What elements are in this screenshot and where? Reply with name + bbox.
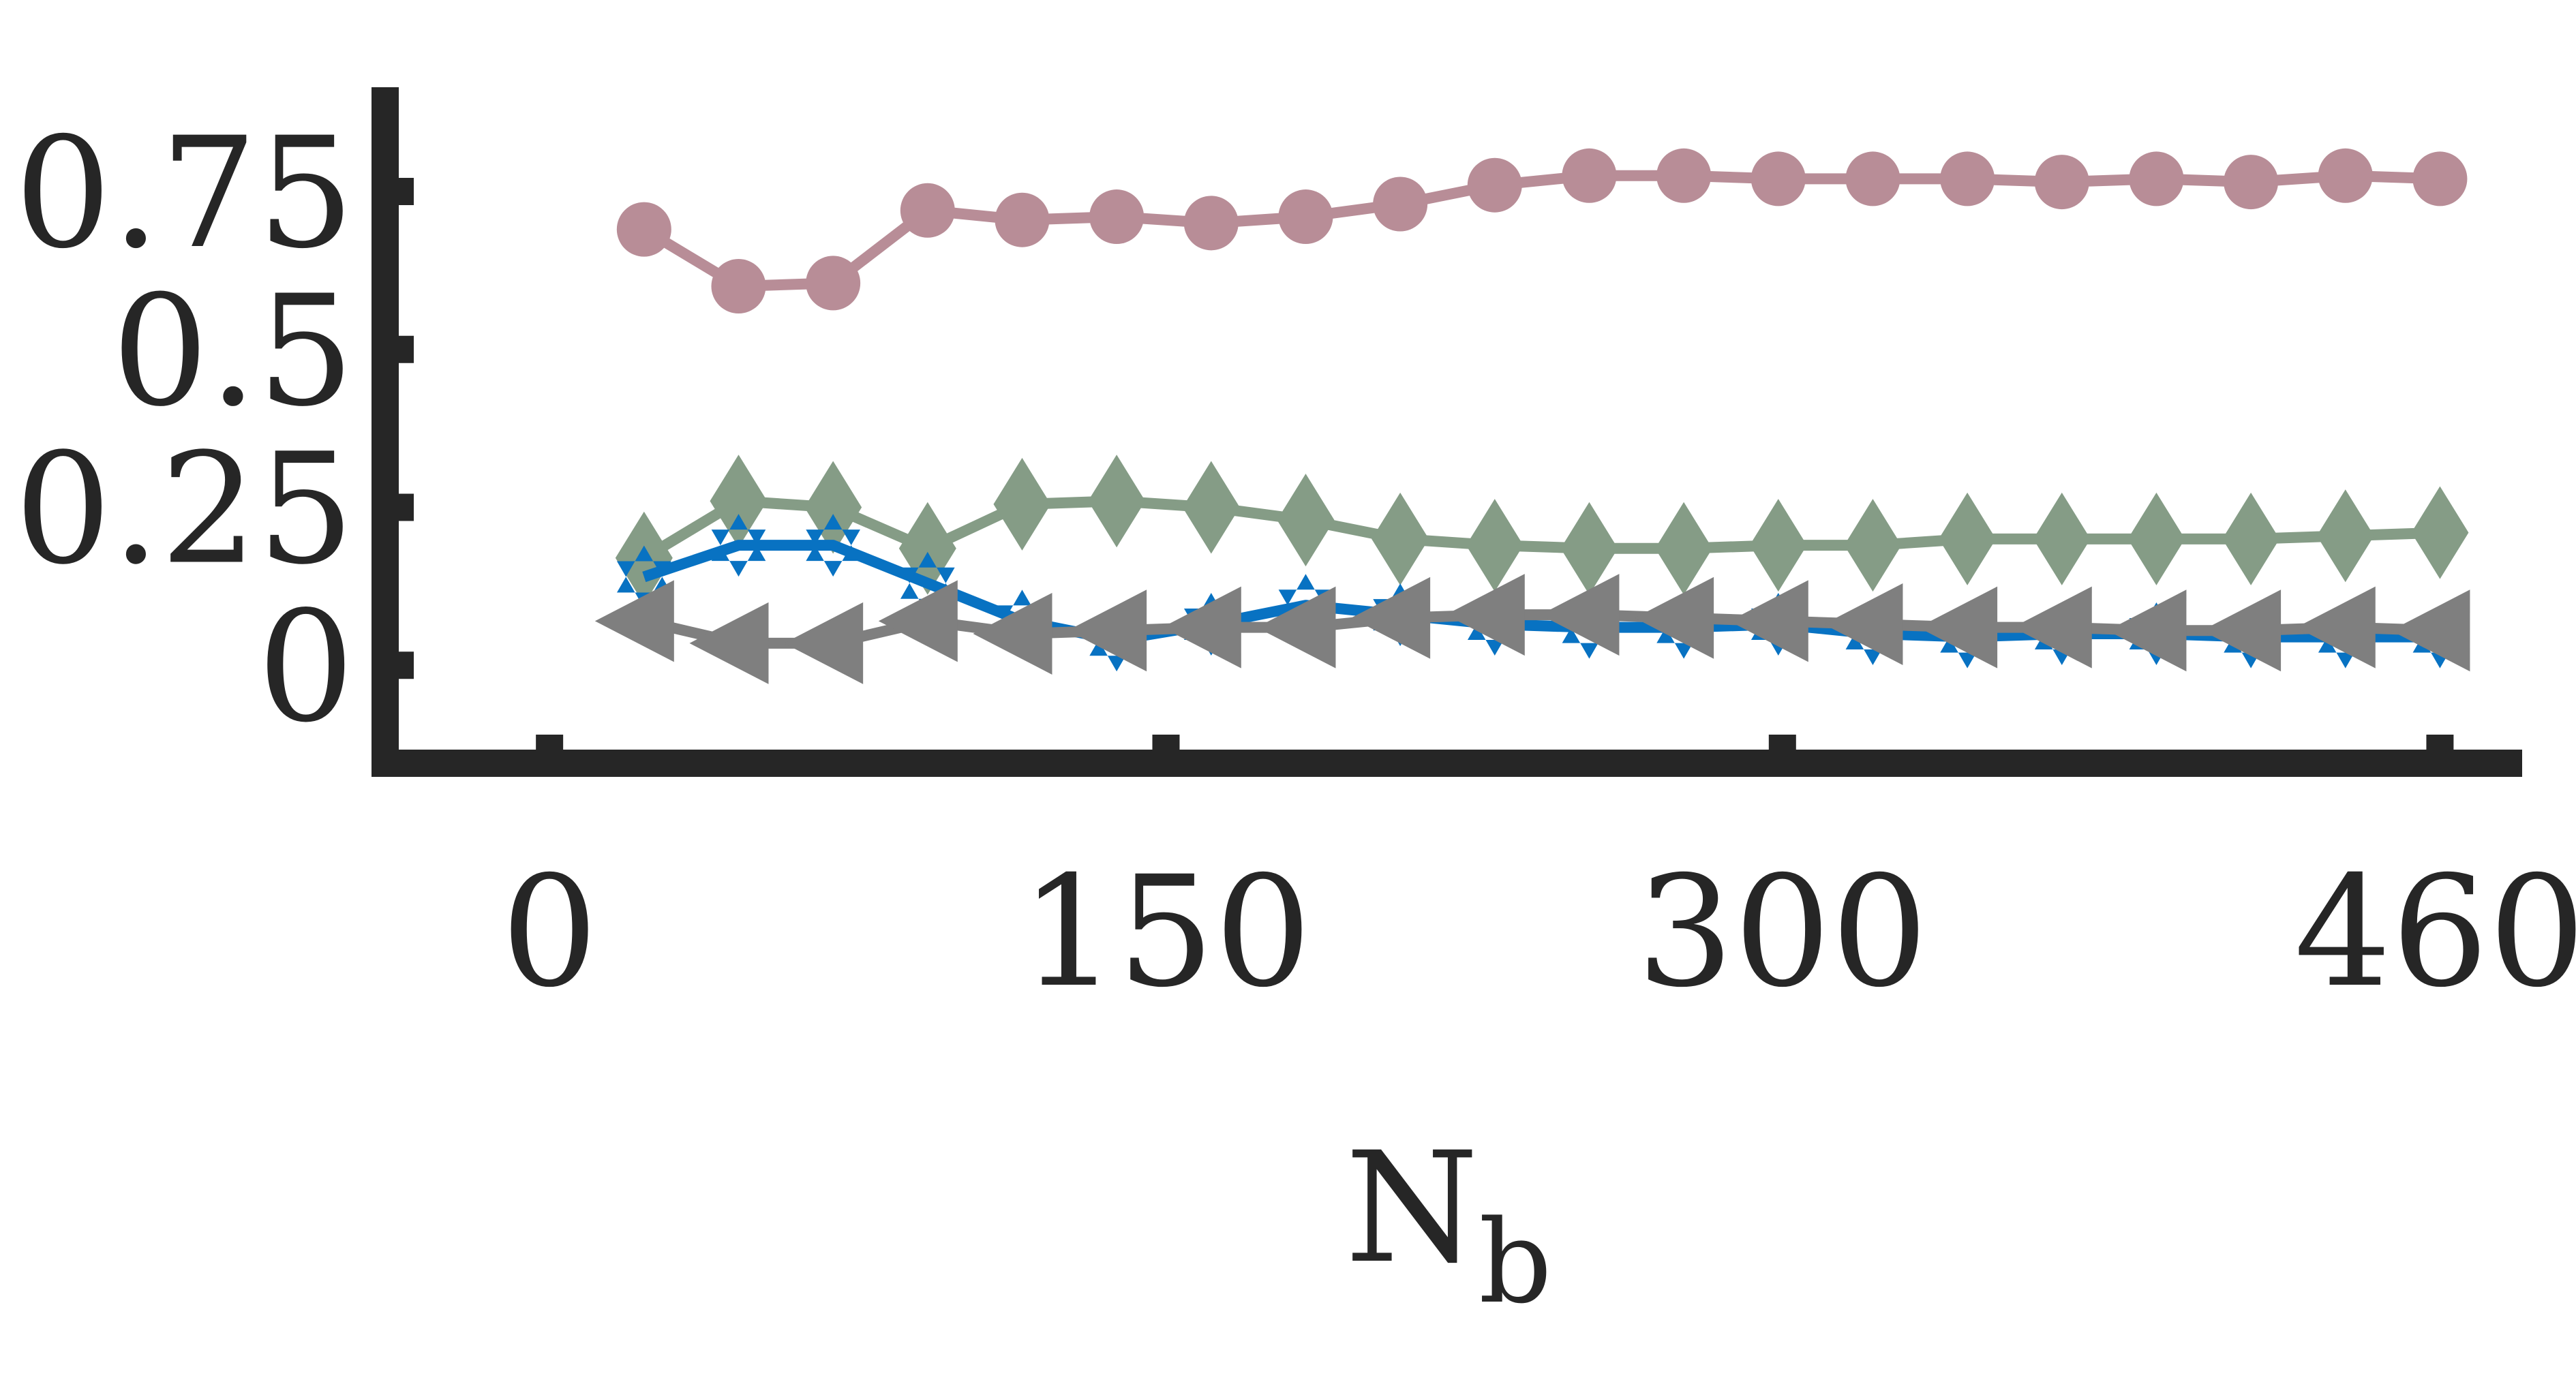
data-point (2222, 492, 2280, 585)
data-point (711, 514, 766, 577)
data-point (1162, 586, 1241, 669)
data-point (2129, 151, 2184, 206)
data-point (973, 592, 1052, 675)
data-point (711, 259, 766, 314)
data-point (806, 514, 860, 577)
axes (372, 87, 2522, 777)
y-tick-label: 0.25 (14, 420, 354, 598)
data-point (1560, 502, 1618, 595)
data-point (2202, 589, 2282, 672)
data-point (1540, 574, 1620, 656)
data-point (1656, 148, 1712, 203)
data-point (1182, 461, 1240, 554)
x-axis-title-main: N (1345, 1119, 1479, 1297)
data-point (1466, 499, 1524, 592)
data-point (616, 202, 671, 257)
data-point (710, 455, 768, 548)
x-tick-label: 300 (1637, 843, 1928, 1021)
data-point (1729, 580, 1808, 662)
data-point (1183, 196, 1239, 251)
data-point (1467, 157, 1522, 213)
x-axis-title-subscript: b (1479, 1195, 1552, 1329)
data-point (1372, 492, 1429, 585)
data-point (2224, 155, 2279, 210)
x-tick-label: 0 (501, 843, 598, 1021)
data-point (1844, 499, 1902, 592)
data-point (2033, 492, 2091, 585)
data-point (1655, 502, 1713, 595)
data-point (2127, 492, 2185, 585)
data-point (2316, 489, 2374, 583)
y-tick-label: 0.5 (112, 262, 354, 440)
data-point (1089, 189, 1145, 245)
data-point (1751, 151, 1806, 206)
x-axis-title: Nb (1345, 1119, 1552, 1329)
data-point (1940, 151, 1995, 206)
data-point (2318, 148, 2373, 203)
data-point (1635, 577, 1714, 659)
data-point (1373, 176, 1428, 232)
data-point (993, 457, 1051, 551)
y-tick-label: 0 (257, 578, 354, 756)
data-point (2107, 589, 2187, 672)
data-point (2412, 151, 2468, 206)
data-point (784, 602, 864, 684)
data-point (1918, 586, 1998, 669)
x-tick-label: 460 (2294, 843, 2576, 1021)
data-point (1939, 492, 1997, 585)
data-point (1277, 474, 1335, 567)
series-2 (615, 455, 2469, 604)
y-tick-label: 0.75 (14, 104, 354, 282)
data-point (2034, 155, 2089, 210)
data-point (1351, 577, 1431, 659)
data-point (1845, 151, 1900, 206)
series-1 (616, 148, 2468, 314)
data-point (1088, 455, 1146, 548)
data-point (2411, 486, 2469, 579)
data-point (995, 192, 1050, 247)
data-point (1823, 583, 1903, 666)
data-point (1278, 189, 1333, 245)
x-tick-label: 150 (1020, 843, 1312, 1021)
data-point (1749, 499, 1807, 592)
data-point (2296, 586, 2376, 669)
data-point (878, 580, 958, 662)
data-point (1445, 574, 1525, 656)
data-point (1256, 586, 1336, 669)
data-point (689, 602, 769, 684)
data-point (594, 580, 674, 662)
data-point (2012, 586, 2092, 669)
series-4 (594, 574, 2470, 684)
data-point (1562, 148, 1617, 203)
data-point (900, 183, 955, 238)
data-point (806, 256, 861, 311)
data-point (1067, 589, 1147, 672)
series-layer (594, 148, 2470, 684)
data-point (2391, 589, 2470, 672)
